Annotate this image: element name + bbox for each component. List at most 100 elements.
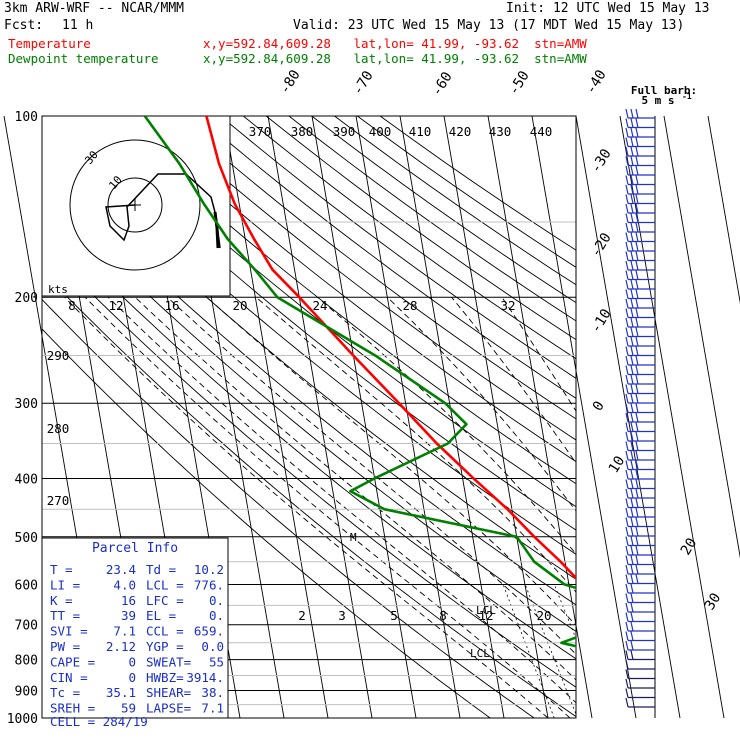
wind-barb-feather <box>630 488 634 499</box>
moist-adiabat <box>206 296 576 626</box>
theta-low-label: 280 <box>47 421 70 436</box>
wind-barb-feather <box>635 165 639 176</box>
wind-barb-feather <box>625 346 629 356</box>
wind-barb-feather <box>625 165 629 176</box>
wind-barb-feather <box>630 146 634 157</box>
wind-barb-feather <box>630 336 634 347</box>
wind-barb-feather <box>630 640 634 651</box>
isotherm-label: 0 <box>590 398 608 414</box>
parcel-row-label: K = <box>50 593 73 608</box>
parcel-row-value: 7.1 <box>113 624 136 639</box>
wind-barb-feather <box>635 574 639 584</box>
wind-barb-feather <box>625 374 629 385</box>
parcel-row-value-right: 55 <box>209 654 224 669</box>
wind-barb-feather <box>630 327 634 337</box>
pressure-tick-label: 100 <box>15 110 38 125</box>
wind-barb-feather <box>630 108 634 119</box>
wind-barb-feather <box>625 526 629 537</box>
wind-barb-feather <box>625 279 629 290</box>
wind-barb-feather <box>630 156 634 166</box>
wind-barb-feather <box>635 517 639 527</box>
wind-barb-feather <box>625 251 629 261</box>
isotherm-label: -50 <box>506 68 533 98</box>
parcel-row-label-right: LAPSE= <box>146 701 191 716</box>
wind-barb-feather <box>630 536 634 546</box>
pressure-tick-label: 500 <box>15 531 38 546</box>
dry-adiabat <box>265 116 576 341</box>
wind-barb-feather <box>635 545 639 556</box>
hodograph-box <box>41 115 231 297</box>
wind-barb-feather <box>625 574 629 584</box>
parcel-row-label: SREH = <box>50 701 95 716</box>
dewpoint-profile <box>143 116 576 648</box>
wind-barb-feather <box>625 469 629 480</box>
wind-barb-feather <box>625 555 629 565</box>
wind-barb-feather <box>630 175 634 185</box>
hodograph-ring-outer <box>69 139 201 271</box>
parcel-row-value-right: 10.2 <box>194 562 224 577</box>
wind-barb-feather <box>630 469 634 480</box>
pressure-tick-label: 1000 <box>7 712 38 727</box>
theta-label: 370 <box>249 124 272 139</box>
parcel-info-box <box>41 537 229 719</box>
wind-barb-feather <box>630 431 634 442</box>
isotherm-line <box>399 115 505 719</box>
isotherm-label: -80 <box>277 67 304 97</box>
parcel-row-value: 39 <box>121 608 136 623</box>
speed-tick-label: 12 <box>108 298 123 313</box>
parcel-row-label: CAPE = <box>50 654 95 669</box>
theta-label: 400 <box>369 124 392 139</box>
pressure-tick-label: 900 <box>15 684 38 699</box>
wind-barb-feather <box>625 327 629 337</box>
parcel-row-value: 4.0 <box>113 577 136 592</box>
isotherm-label: 20 <box>678 535 701 558</box>
wind-barb-feather <box>625 365 629 375</box>
wind-barb-feather <box>635 460 639 470</box>
wind-barb-feather <box>635 308 639 318</box>
wind-barb-feather <box>635 355 639 366</box>
wind-barb-feather <box>630 251 634 261</box>
wind-barb-feather <box>625 564 629 575</box>
wind-barb-feather <box>630 279 634 290</box>
marker-lcl-2: LCL <box>470 647 490 660</box>
wind-barb-feather <box>630 289 634 299</box>
wind-barb-feather <box>625 545 629 556</box>
isotherm-line <box>531 115 637 719</box>
wind-barb-feather <box>630 298 634 309</box>
wind-barb-feather <box>635 564 639 575</box>
wind-barb-feather <box>630 650 634 660</box>
wind-barb-feather <box>625 697 629 708</box>
wind-barb-feather <box>635 393 639 404</box>
wind-barb-feather <box>625 184 629 195</box>
parcel-row-value: 35.1 <box>106 685 136 700</box>
wind-barb-feather <box>630 403 634 413</box>
wind-barb-feather <box>630 346 634 356</box>
wind-barb-feather <box>630 441 634 451</box>
parcel-row-value: 23.4 <box>106 562 136 577</box>
legend-dewpoint-label: Dewpoint temperature <box>8 51 159 66</box>
wind-barb-feather <box>625 118 629 128</box>
theta-label: 380 <box>291 124 314 139</box>
parcel-row-label-right: SHEAR= <box>146 685 191 700</box>
valid-time: Valid: 23 UTC Wed 15 May 13 (17 MDT Wed … <box>293 18 685 33</box>
wind-barb-feather <box>625 488 629 499</box>
wind-barb-feather <box>630 317 634 328</box>
isotherm-line <box>663 115 740 559</box>
parcel-row-value: 0 <box>128 654 136 669</box>
parcel-row-label: Tc = <box>50 685 80 700</box>
wind-barb-feather <box>635 469 639 480</box>
wind-barb-feather <box>625 213 629 223</box>
mixing-ratio-label: 20 <box>536 608 551 623</box>
parcel-row-label-right: EL = <box>146 608 176 623</box>
theta-label: 430 <box>489 124 512 139</box>
wind-barb-feather <box>635 441 639 451</box>
wind-barb-feather <box>625 507 629 518</box>
wind-barb-feather <box>635 203 639 214</box>
wind-barb-feather <box>635 108 639 119</box>
mixing-ratio-label: 12 <box>478 608 493 623</box>
wind-barb-feather <box>630 621 634 632</box>
wind-barb-feather <box>625 612 629 622</box>
theta-label: 410 <box>409 124 432 139</box>
